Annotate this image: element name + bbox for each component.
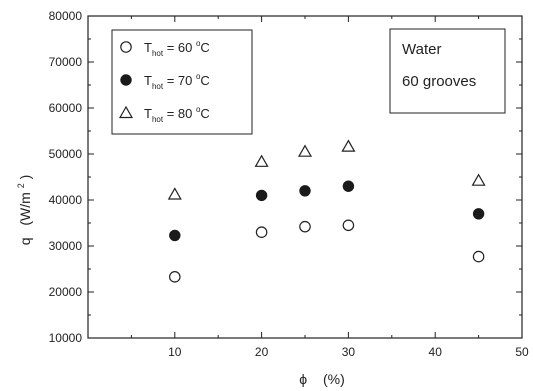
tick-labels: 10 20 30 40 50 10000 20000 30000 40000 50000 60000… xyxy=(49,9,529,359)
data-point-series-2 xyxy=(169,229,181,242)
y-axis-title: q (W/m 2 ) xyxy=(11,175,33,246)
legend-marker-3 xyxy=(118,105,134,119)
legend-label-3: Thot = 80 oC xyxy=(144,105,210,124)
data-point-series-1 xyxy=(342,219,355,232)
y-axis-symbol: q xyxy=(17,238,33,246)
y-tick-label: 30000 xyxy=(49,239,83,253)
x-axis-symbol: ϕ xyxy=(299,371,307,387)
y-tick-label: 70000 xyxy=(49,55,83,69)
x-axis-title: ϕ (%) xyxy=(299,371,345,387)
y-tick-label: 50000 xyxy=(49,147,83,161)
legend-label-1: Thot = 60 oC xyxy=(144,39,210,58)
y-tick-label: 10000 xyxy=(49,331,83,345)
legend-marker-2 xyxy=(120,74,132,86)
x-tick-label: 30 xyxy=(342,345,356,359)
annotation-line-2: 60 grooves xyxy=(402,73,476,90)
data-point-series-2 xyxy=(342,180,355,192)
data-point-series-2 xyxy=(299,185,311,197)
data-point-series-3 xyxy=(167,187,182,200)
data-point-series-3 xyxy=(341,139,356,152)
legend: Thot = 60 oC Thot = 70 oC Thot = 80 oC xyxy=(118,39,210,124)
data-point-series-3 xyxy=(297,144,313,157)
x-tick-label: 10 xyxy=(168,345,182,359)
data-point-series-2 xyxy=(255,189,268,202)
y-axis-unit-sup: 2 xyxy=(16,183,26,188)
legend-label-2: Thot = 70 oC xyxy=(144,72,210,91)
annotation-line-1: Water xyxy=(402,41,441,58)
legend-marker-1 xyxy=(120,41,132,53)
y-axis-unit-open: (W/m xyxy=(17,192,33,225)
x-axis-unit: (%) xyxy=(323,371,345,387)
data-point-series-3 xyxy=(471,173,486,186)
data-point-series-3 xyxy=(254,154,269,167)
data-point-series-1 xyxy=(255,226,268,238)
annotation-box xyxy=(389,28,506,114)
x-tick-label: 40 xyxy=(429,345,443,359)
data-point-series-2 xyxy=(472,208,485,220)
data-point-series-1 xyxy=(169,271,181,283)
y-tick-label: 40000 xyxy=(49,193,83,207)
legend-box xyxy=(111,29,253,135)
y-axis-unit-close: ) xyxy=(17,175,33,180)
x-tick-label: 20 xyxy=(255,345,269,359)
y-tick-label: 80000 xyxy=(49,9,83,23)
y-tick-label: 20000 xyxy=(49,285,83,299)
y-tick-label: 60000 xyxy=(49,101,83,115)
data-point-series-1 xyxy=(472,250,485,263)
data-points xyxy=(167,139,486,283)
axis-ticks xyxy=(87,15,523,339)
data-point-series-1 xyxy=(299,220,311,233)
x-tick-label: 50 xyxy=(515,345,529,359)
